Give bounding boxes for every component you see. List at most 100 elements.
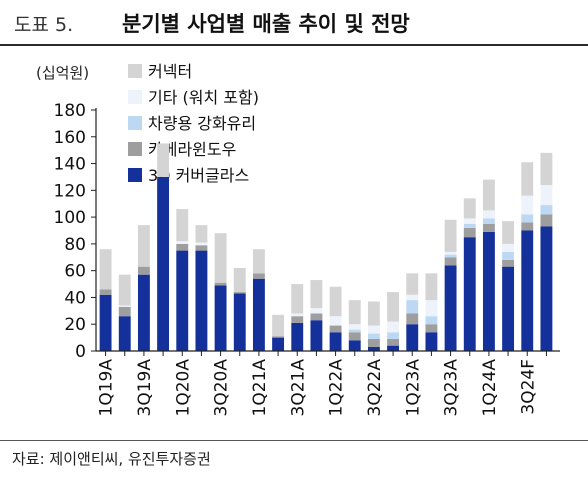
bar-stack-2Q20A (195, 225, 208, 351)
bar-segment (329, 316, 342, 326)
bar-segment (463, 237, 476, 351)
bar-segment (291, 313, 304, 317)
title-divider (0, 44, 588, 46)
bar-segment (425, 273, 438, 301)
x-tick-label: 3Q21A (288, 359, 308, 417)
bar-stack-3Q19A (137, 225, 150, 351)
bar-segment (118, 305, 131, 307)
bar-segment (310, 320, 323, 351)
legend-swatch (128, 168, 142, 182)
bar-segment (195, 242, 208, 246)
figure-label: 도표 5. (14, 14, 74, 36)
bar-segment (367, 338, 380, 347)
y-tick-label: 100 (54, 208, 86, 228)
bar-segment (214, 233, 227, 283)
bar-segment (233, 293, 246, 351)
bar-segment (502, 243, 515, 252)
bar-segment (540, 152, 553, 185)
bar-segment (444, 257, 457, 266)
bar-segment (137, 266, 150, 275)
figure-header: 도표 5. 분기별 사업별 매출 추이 및 전망 (0, 0, 588, 44)
bar-segment (137, 274, 150, 351)
y-tick-label: 60 (64, 262, 86, 282)
x-tick-label: 3Q23A (442, 359, 462, 417)
bar-segment (502, 266, 515, 351)
bar-stack-4Q20A (233, 267, 246, 351)
x-tick-label: 1Q23A (403, 359, 423, 417)
bar-segment (444, 219, 457, 252)
bar-segment (406, 294, 419, 301)
y-tick-label: 40 (64, 288, 86, 308)
bar-segment (118, 274, 131, 306)
x-tick-label: 1Q20A (173, 359, 193, 417)
bar-stack-2Q22A (348, 300, 361, 351)
bar-segment (329, 325, 342, 333)
legend-swatch (128, 142, 142, 156)
bar-segment (521, 195, 534, 215)
y-tick-label: 120 (54, 181, 86, 201)
bar-stack-1Q20A (176, 209, 189, 351)
x-axis: 1Q19A 3Q19A 1Q20A 3Q20A 1Q21A 3Q21A 1Q22A 3Q22A… (96, 350, 560, 417)
bar-segment (521, 214, 534, 223)
bar-segment (367, 333, 380, 339)
bar-segment (291, 316, 304, 323)
bar-segment (444, 254, 457, 258)
bar-segment (99, 294, 112, 351)
bar-segment (176, 243, 189, 251)
legend-label: 3D 커버글라스 (148, 166, 249, 185)
x-tick-label: 3Q19A (135, 359, 155, 417)
bar-segment (367, 325, 380, 334)
bar-segment (482, 218, 495, 224)
bar-stack-4Q22A (387, 292, 400, 351)
bar-segment (482, 210, 495, 219)
bar-segment (291, 322, 304, 351)
bar-segment (252, 273, 265, 279)
bar-segment (387, 345, 400, 351)
source-divider (0, 440, 588, 441)
bar-stack-2Q21A (272, 314, 285, 351)
bar-stack-1Q24A (482, 179, 495, 351)
legend-label: 커넥터 (148, 62, 192, 81)
bar-segment (502, 221, 515, 244)
bar-segment (214, 285, 227, 351)
bar-segment (463, 218, 476, 224)
bar-segment (348, 324, 361, 330)
bar-segment (444, 251, 457, 255)
y-axis: 0 20 40 60 80 100 120 140 160 180 (54, 101, 97, 362)
bar-segment (99, 249, 112, 290)
bar-segment (367, 301, 380, 326)
bar-segment (482, 223, 495, 232)
legend-swatch (128, 90, 142, 104)
y-tick-label: 80 (64, 235, 86, 255)
bar-segment (425, 324, 438, 333)
bar-segment (540, 214, 553, 227)
bar-segment (310, 308, 323, 314)
y-tick-label: 140 (54, 155, 86, 175)
bar-segment (463, 198, 476, 219)
bar-stack-3Q24F (521, 162, 534, 351)
bar-segment (329, 332, 342, 351)
bar-stack-3Q20A (214, 233, 227, 351)
bar-segment (118, 316, 131, 351)
bar-segment (406, 300, 419, 314)
x-tick-label: 1Q22A (327, 359, 347, 417)
bar-segment (272, 336, 285, 338)
legend-label: 카메라윈도우 (148, 140, 236, 159)
x-tick-label: 1Q21A (250, 359, 270, 417)
bar-stack-2Q23A (425, 273, 438, 351)
x-tick-label: 3Q24F (518, 359, 538, 415)
bar-segment (482, 231, 495, 351)
bar-segment (425, 332, 438, 351)
bar-segment (406, 324, 419, 351)
bar-segment (540, 205, 553, 215)
bar-segment (252, 249, 265, 274)
bar-segment (387, 292, 400, 322)
bar-segment (521, 222, 534, 231)
x-tick-label: 1Q24A (480, 359, 500, 417)
source-note: 자료: 제이앤티씨, 유진투자증권 (12, 450, 211, 468)
bar-segment (176, 250, 189, 351)
bar-segment (387, 321, 400, 333)
bar-segment (463, 223, 476, 228)
bar-segment (348, 340, 361, 351)
